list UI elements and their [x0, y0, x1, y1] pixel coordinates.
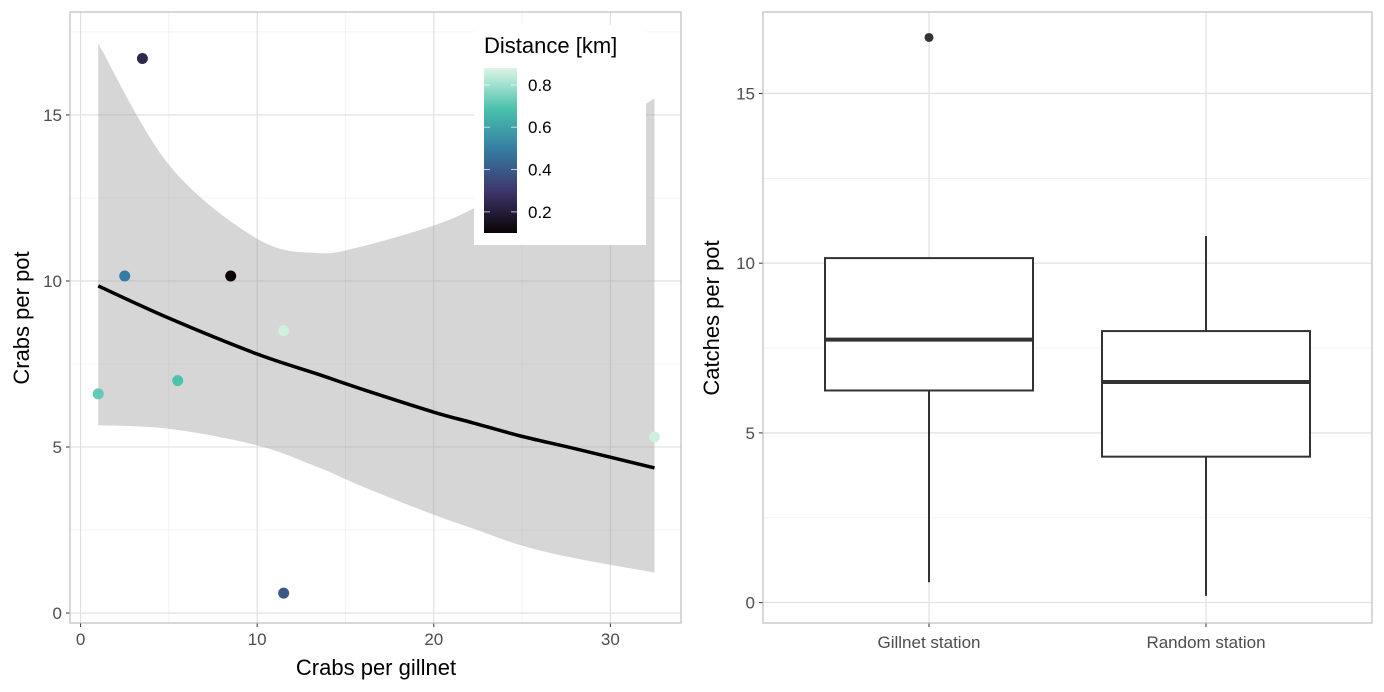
right-y-axis-title: Catches per pot	[699, 240, 724, 395]
confidence-band	[98, 43, 655, 573]
boxplot-panel: 0 5 10 15 Gillnet station Random station	[736, 11, 1373, 652]
data-point	[119, 270, 131, 282]
legend-title: Distance [km]	[484, 33, 617, 58]
data-point	[225, 270, 237, 282]
box	[824, 257, 1034, 392]
y-tick-label: 5	[53, 438, 62, 457]
box-0	[824, 32, 1034, 583]
panel-border	[69, 11, 682, 624]
legend-label: 0.2	[528, 203, 552, 222]
y-tick-label: 15	[43, 106, 62, 125]
x-tick-label: 30	[601, 630, 620, 649]
scatter-panel: 0 10 20 30 0 5 10 15 0.2 0.4 0.6 0.8	[43, 11, 682, 649]
data-point	[136, 52, 148, 64]
y-tick-label: 15	[736, 84, 755, 103]
data-point	[649, 431, 661, 443]
y-tick-label: 0	[746, 594, 755, 613]
trend-line	[97, 284, 655, 470]
x-tick-label: 20	[424, 630, 443, 649]
colorbar	[484, 68, 517, 233]
box-1	[1101, 236, 1311, 596]
y-tick-label: 5	[746, 424, 755, 443]
legend-label: 0.4	[528, 161, 552, 180]
data-point	[172, 375, 184, 387]
legend-label: 0.8	[528, 76, 552, 95]
outlier-point	[924, 32, 934, 42]
data-point	[278, 587, 290, 599]
left-y-axis-title: Crabs per pot	[9, 251, 34, 384]
data-point	[92, 388, 104, 400]
box	[1101, 330, 1311, 458]
x-category-label: Random station	[1146, 633, 1265, 652]
legend-label: 0.6	[528, 118, 552, 137]
data-point	[278, 325, 290, 337]
y-tick-label: 0	[53, 604, 62, 623]
x-tick-label: 10	[248, 630, 267, 649]
x-category-label: Gillnet station	[878, 633, 981, 652]
x-tick-label: 0	[76, 630, 85, 649]
panel-border	[762, 11, 1373, 624]
left-x-axis-title: Crabs per gillnet	[296, 655, 456, 680]
y-tick-label: 10	[736, 254, 755, 273]
y-tick-label: 10	[43, 272, 62, 291]
